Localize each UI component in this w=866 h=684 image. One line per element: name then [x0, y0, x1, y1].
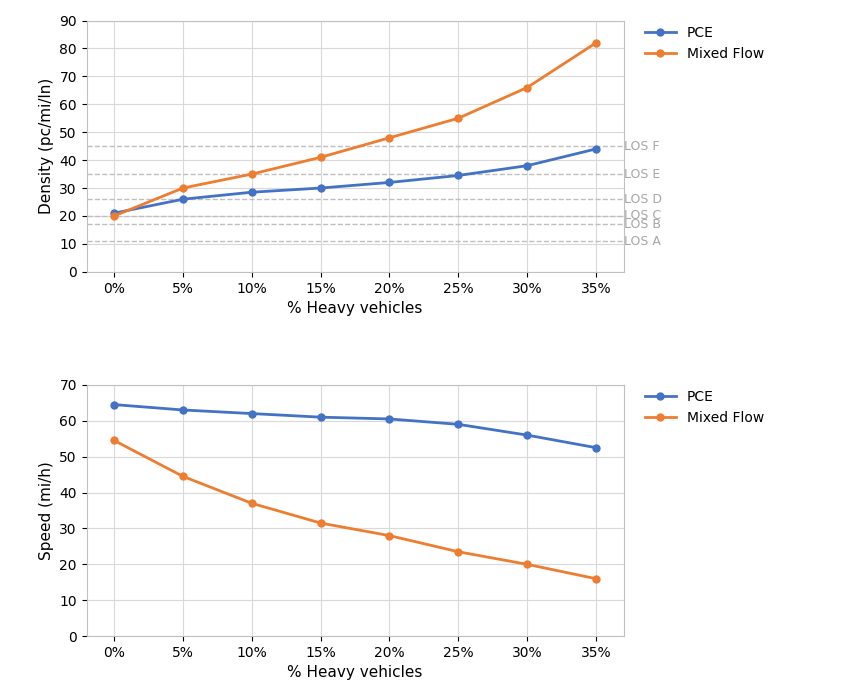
- Line: Mixed Flow: Mixed Flow: [111, 437, 599, 582]
- PCE: [453, 420, 463, 428]
- PCE: [591, 145, 601, 153]
- Line: PCE: PCE: [111, 401, 599, 451]
- Text: LOS B: LOS B: [624, 218, 661, 231]
- PCE: [522, 431, 533, 439]
- PCE: [591, 443, 601, 451]
- PCE: [315, 413, 326, 421]
- Line: Mixed Flow: Mixed Flow: [111, 40, 599, 220]
- PCE: [247, 410, 257, 418]
- PCE: [315, 184, 326, 192]
- Mixed Flow: [178, 472, 188, 480]
- Mixed Flow: [385, 531, 395, 540]
- Mixed Flow: [385, 133, 395, 142]
- Text: LOS C: LOS C: [624, 209, 661, 222]
- Legend: PCE, Mixed Flow: PCE, Mixed Flow: [640, 385, 770, 431]
- Mixed Flow: [109, 212, 120, 220]
- Line: PCE: PCE: [111, 146, 599, 217]
- Text: LOS A: LOS A: [624, 235, 661, 248]
- X-axis label: % Heavy vehicles: % Heavy vehicles: [288, 301, 423, 316]
- PCE: [385, 415, 395, 423]
- Mixed Flow: [522, 560, 533, 568]
- Mixed Flow: [247, 499, 257, 508]
- Mixed Flow: [453, 548, 463, 556]
- PCE: [109, 401, 120, 409]
- PCE: [109, 209, 120, 218]
- Y-axis label: Speed (mi/h): Speed (mi/h): [39, 461, 54, 560]
- PCE: [178, 195, 188, 203]
- Mixed Flow: [109, 436, 120, 445]
- Legend: PCE, Mixed Flow: PCE, Mixed Flow: [640, 21, 770, 66]
- Mixed Flow: [315, 153, 326, 161]
- Text: LOS D: LOS D: [624, 193, 662, 206]
- Mixed Flow: [178, 184, 188, 192]
- PCE: [453, 172, 463, 180]
- Mixed Flow: [315, 519, 326, 527]
- Text: LOS F: LOS F: [624, 140, 659, 153]
- Mixed Flow: [453, 114, 463, 122]
- Text: LOS E: LOS E: [624, 168, 660, 181]
- PCE: [247, 188, 257, 196]
- Mixed Flow: [522, 83, 533, 92]
- PCE: [178, 406, 188, 414]
- PCE: [385, 179, 395, 187]
- Mixed Flow: [591, 575, 601, 583]
- X-axis label: % Heavy vehicles: % Heavy vehicles: [288, 666, 423, 681]
- Mixed Flow: [247, 170, 257, 178]
- Mixed Flow: [591, 39, 601, 47]
- Y-axis label: Density (pc/mi/ln): Density (pc/mi/ln): [39, 78, 54, 214]
- PCE: [522, 161, 533, 170]
